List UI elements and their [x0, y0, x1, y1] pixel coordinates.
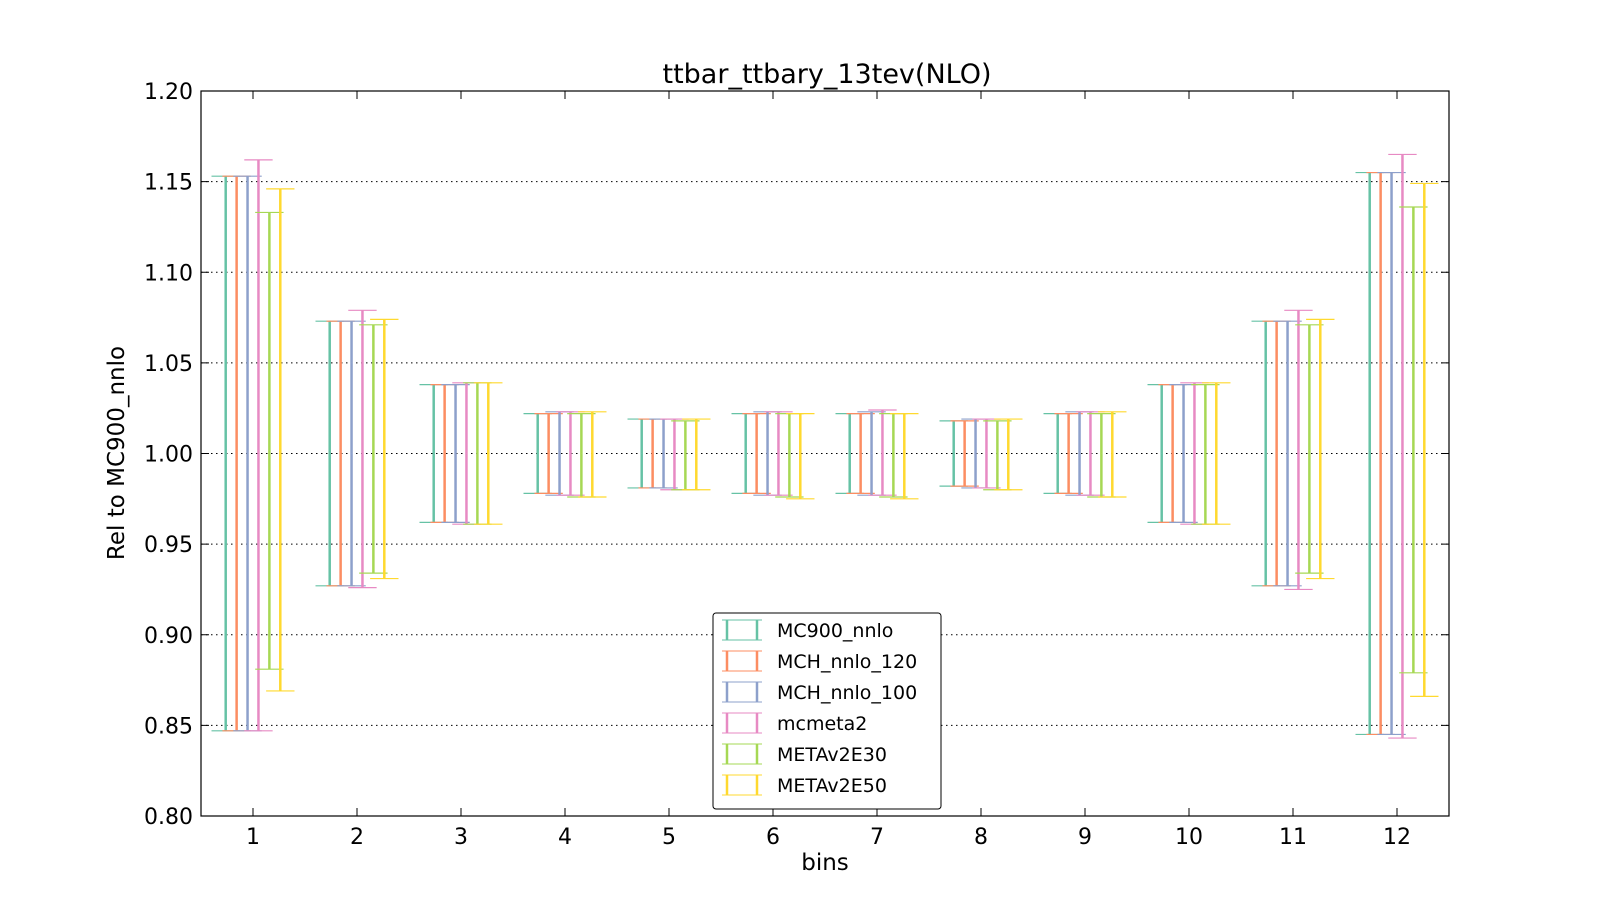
- legend: MC900_nnlo MCH_nnlo_120 MCH_nnlo_100mcmeta…: [712, 612, 942, 810]
- legend-item: MC900_nnlo: [722, 619, 893, 642]
- gridlines: [201, 181, 1449, 726]
- y-tick-label: 1.15: [144, 171, 193, 196]
- y-tick-label: 0.80: [144, 805, 193, 830]
- x-tick-label: 6: [766, 825, 780, 850]
- legend-item: MCH_nnlo_120: [722, 650, 917, 673]
- x-tick-label: 3: [454, 825, 468, 850]
- x-tick-label: 8: [974, 825, 988, 850]
- legend-item: METAv2E50: [722, 774, 887, 797]
- x-tick-label: 9: [1078, 825, 1092, 850]
- x-tick-label: 7: [870, 825, 884, 850]
- series-MCH_nnlo_120: [222, 171, 1395, 736]
- x-tick-label: 4: [558, 825, 572, 850]
- y-axis-label: Rel to MC900_nnlo: [104, 346, 130, 560]
- y-tick-label: 0.90: [144, 624, 193, 649]
- y-tick-label: 1.05: [144, 352, 193, 377]
- axis-ticks: 0.800.850.900.951.001.051.101.151.201 2 3 4…: [144, 80, 1449, 850]
- legend-label: mcmeta2: [777, 713, 867, 735]
- y-tick-label: 1.00: [144, 443, 193, 468]
- x-tick-label: 11: [1279, 825, 1307, 850]
- legend-label: MC900_nnlo: [777, 620, 893, 642]
- y-tick-label: 1.20: [144, 80, 193, 105]
- x-tick-label: 12: [1383, 825, 1411, 850]
- errorbar-series: [211, 153, 1439, 739]
- legend-label: METAv2E50: [777, 775, 887, 797]
- legend-item: METAv2E30: [722, 743, 887, 766]
- legend-item: mcmeta2: [722, 712, 867, 735]
- x-axis-label: bins: [801, 850, 849, 876]
- legend-label: METAv2E30: [777, 744, 887, 766]
- y-tick-label: 0.85: [144, 714, 193, 739]
- series-METAv2E50: [266, 182, 1439, 697]
- legend-label: MCH_nnlo_120: [777, 651, 917, 673]
- y-tick-label: 0.95: [144, 533, 193, 558]
- chart-title: ttbar_ttbary_13tev(NLO): [662, 59, 991, 90]
- series-METAv2E30: [255, 206, 1428, 674]
- x-tick-label: 5: [662, 825, 676, 850]
- y-tick-label: 1.10: [144, 261, 193, 286]
- x-tick-label: 2: [350, 825, 364, 850]
- legend-label: MCH_nnlo_100: [777, 682, 917, 704]
- x-tick-label: 1: [246, 825, 260, 850]
- x-tick-label: 10: [1175, 825, 1203, 850]
- legend-item: MCH_nnlo_100: [722, 681, 917, 704]
- legend-box: [712, 612, 942, 810]
